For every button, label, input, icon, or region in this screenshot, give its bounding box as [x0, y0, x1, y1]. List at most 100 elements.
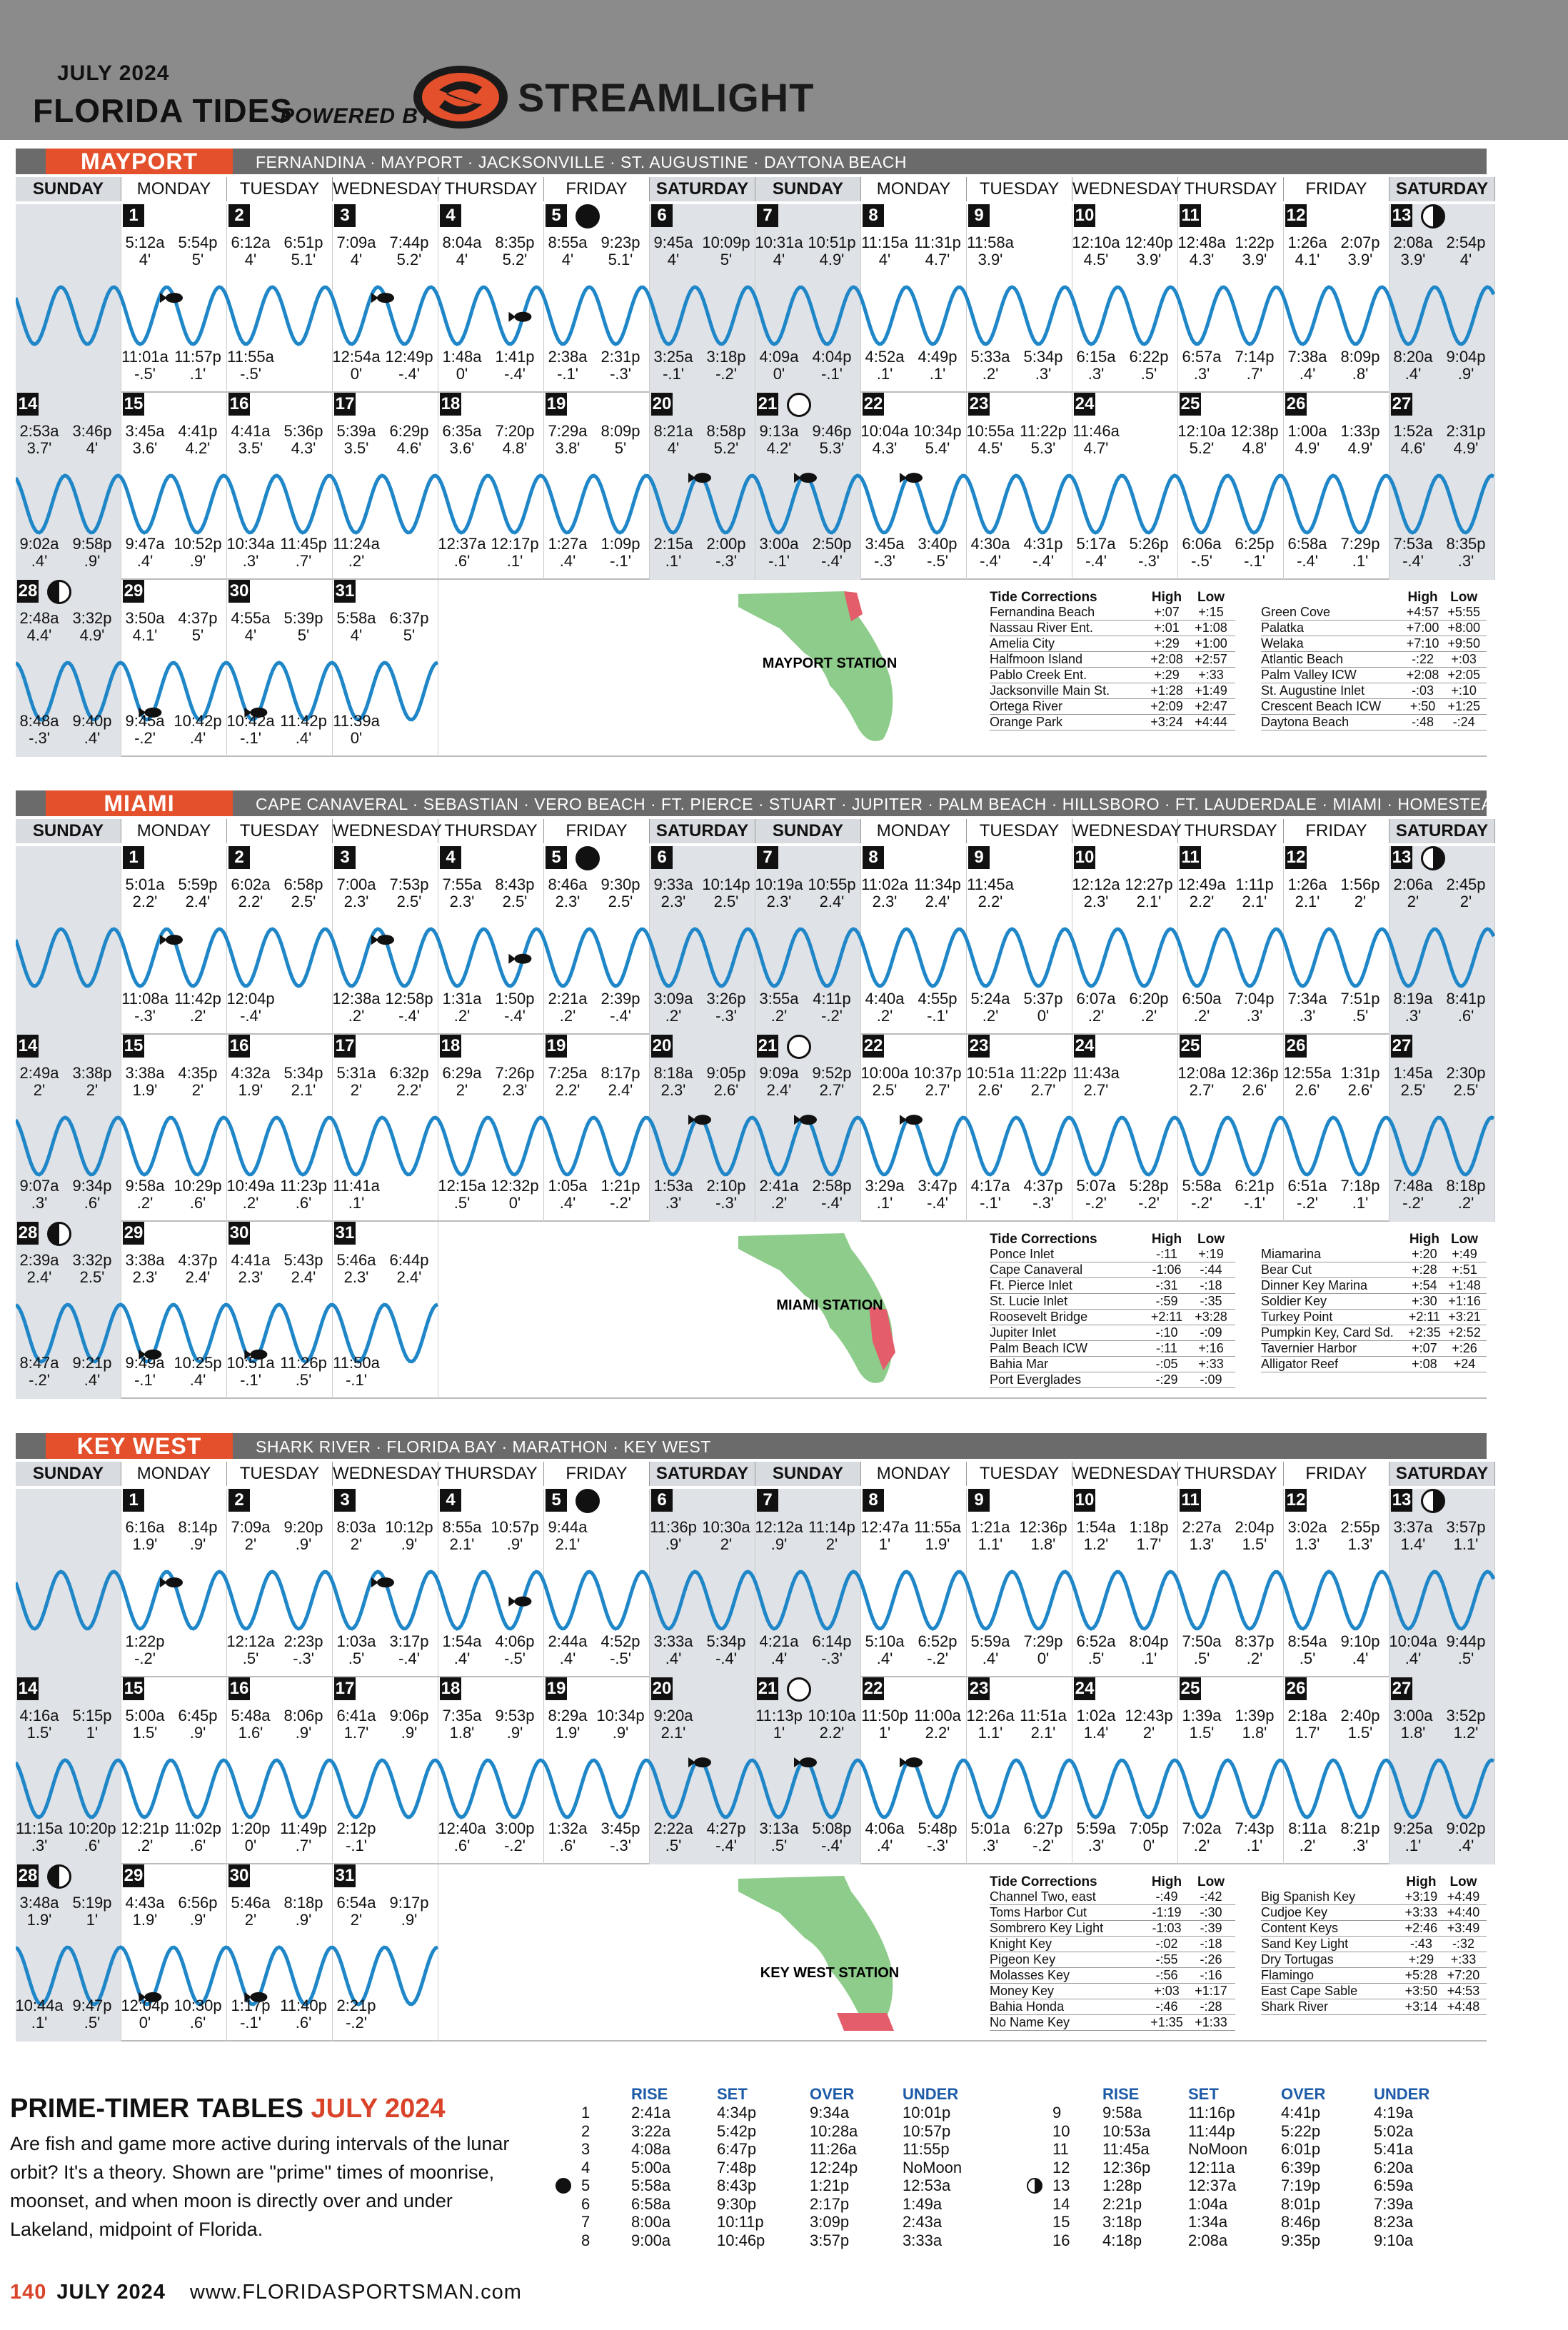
- high-tide-time: 11:45a: [967, 875, 1014, 893]
- correction-high: +:28: [1406, 1262, 1447, 1278]
- low-tide: 11:23p .6': [273, 1177, 334, 1212]
- high-tide-height: 2.3': [502, 1081, 528, 1099]
- low-tide-height: .3': [1457, 552, 1474, 570]
- high-tide-height: 2.1': [660, 1724, 686, 1742]
- low-tide-time: 7:02a: [1182, 1819, 1222, 1837]
- high-tide-height: 2.4': [396, 1268, 422, 1286]
- day-cell: [755, 393, 861, 580]
- high-tide-height: 4.3': [1189, 251, 1215, 268]
- high-tide-height: 2.1': [555, 1535, 581, 1553]
- low-tide-height: .2': [770, 1007, 788, 1025]
- high-tide-time: 10:04a: [860, 422, 909, 440]
- low-tide-height: .3': [31, 1194, 48, 1212]
- prime-day: 5: [581, 2176, 590, 2194]
- low-tide-height: 0': [773, 365, 785, 383]
- high-tide-height: 4.2': [766, 439, 792, 457]
- correction-high: +3:14: [1402, 1999, 1444, 2015]
- high-tide-height: 2.2': [396, 1081, 422, 1099]
- station-name: MIAMI: [46, 790, 233, 816]
- high-tide-height: 4': [561, 251, 574, 268]
- tide-corrections-table: High Low Big Spanish Key +3:19 +4:49 Cudjoe K…: [1261, 1874, 1487, 2015]
- high-tide-height: 2.5': [1453, 1081, 1479, 1099]
- high-tide-time: 2:31p: [1446, 422, 1486, 440]
- weekday-header: WEDNESDAY: [1072, 819, 1182, 843]
- cell-divider: [1494, 1489, 1495, 1677]
- low-tide: 11:01a -.5': [114, 348, 176, 383]
- prime-time: 11:45a: [1102, 2140, 1150, 2158]
- low-tide-height: -.3': [1138, 552, 1160, 570]
- correction-row: Alligator Reef +:08 +24: [1261, 1356, 1487, 1372]
- low-tide-time: 4:11p: [813, 990, 851, 1008]
- high-tide-time: 6:29p: [389, 422, 429, 440]
- high-tide: 6:45p .9': [167, 1707, 228, 1742]
- correction-high: +:07: [1147, 605, 1191, 621]
- low-tide: 4:30a -.4': [960, 536, 1021, 570]
- high-tide: 8:21a 4': [643, 423, 704, 457]
- weekday-header: FRIDAY: [1284, 1462, 1389, 1486]
- moon-new-icon: [576, 846, 600, 870]
- low-tide-time: 10:44a: [15, 1997, 64, 2014]
- high-tide: 3:38a 2.3': [114, 1252, 176, 1286]
- prime-time: 11:26a: [810, 2140, 857, 2158]
- day-number: 12: [1285, 204, 1307, 227]
- high-tide-time: 3:52p: [1446, 1707, 1486, 1724]
- high-tide-height: 2.3': [766, 893, 792, 910]
- low-tide-height: .4': [1457, 1837, 1474, 1854]
- day-cell: [1284, 1035, 1389, 1222]
- high-tide-height: 2': [191, 1081, 204, 1099]
- high-tide: 12:10a 4.5': [1065, 234, 1127, 268]
- low-tide-time: 11:50a: [333, 1354, 380, 1372]
- low-tide-height: -.3': [821, 1649, 843, 1667]
- day-cell: [227, 393, 333, 580]
- day-number: 24: [1074, 1035, 1095, 1058]
- correction-high: -1:19: [1147, 1904, 1191, 1921]
- prime-day: 4: [581, 2158, 590, 2176]
- low-tide-time: 3:13a: [759, 1819, 799, 1837]
- fish-icon: [139, 1349, 162, 1360]
- low-tide-height: .5': [453, 1194, 471, 1212]
- correction-low: -:42: [1191, 1889, 1235, 1905]
- weekday-header: MONDAY: [861, 177, 967, 201]
- high-tide: 12:12a 2.3': [1065, 876, 1127, 910]
- day-number: 12: [1285, 1489, 1307, 1512]
- day-cell: [544, 1035, 650, 1222]
- low-tide: 6:52p -.2': [907, 1633, 968, 1667]
- low-tide: 8:54a .5': [1277, 1633, 1338, 1667]
- cell-divider: [226, 1222, 227, 1399]
- high-tide: 8:18a 2.3': [643, 1065, 704, 1099]
- low-tide: 8:09p .8': [1330, 348, 1391, 383]
- low-tide-time: 4:09a: [759, 348, 799, 366]
- high-tide: 8:29a 1.9': [537, 1707, 598, 1742]
- high-tide-height: 1.3': [1347, 1535, 1373, 1553]
- high-tide-height: 4.5': [978, 439, 1003, 457]
- high-tide-height: 5.2': [396, 251, 422, 268]
- high-tide-height: 1': [878, 1724, 891, 1742]
- high-tide: 9:17p .9': [378, 1894, 440, 1929]
- prime-col-header: UNDER: [903, 2085, 959, 2103]
- low-tide: 11:39a 0': [326, 713, 387, 747]
- low-tide: 12:40a .6': [431, 1820, 493, 1854]
- high-tide-height: 2.7': [1083, 1081, 1109, 1099]
- low-tide: 9:47p .5': [61, 1997, 123, 2032]
- day-cell: [16, 1677, 121, 1864]
- low-tide-time: 7:53a: [1393, 535, 1433, 553]
- low-tide: 5:59a .3': [1065, 1820, 1127, 1854]
- day-cell: [1178, 393, 1284, 580]
- fish-icon: [794, 1115, 817, 1125]
- low-tide-time: 5:10a: [865, 1632, 905, 1650]
- high-tide-height: 2.2': [1189, 893, 1215, 910]
- low-tide-height: .4': [559, 1194, 576, 1212]
- high-tide-time: 9:46p: [812, 422, 852, 440]
- correction-location: Crescent Beach ICW: [1261, 698, 1404, 715]
- low-tide-height: .3': [1299, 1007, 1316, 1025]
- high-tide-height: 5.2': [502, 251, 528, 268]
- high-tide-height: 4': [244, 626, 257, 644]
- tide-curve: [16, 285, 1495, 346]
- high-tide-time: 6:44p: [389, 1251, 429, 1269]
- high-tide-height: 4': [667, 251, 680, 268]
- low-tide-time: 10:25p: [174, 1354, 222, 1372]
- correction-low: +1:33: [1191, 2014, 1235, 2031]
- high-tide-height: 4.9': [1453, 439, 1479, 457]
- station-name: MAYPORT: [46, 149, 233, 174]
- weekday-header: THURSDAY: [1178, 1462, 1284, 1486]
